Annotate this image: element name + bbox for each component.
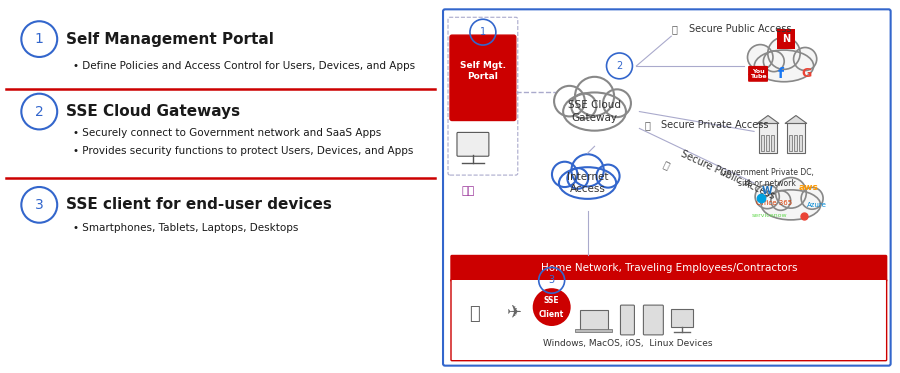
Circle shape — [748, 45, 773, 70]
Bar — [771, 135, 774, 151]
Text: Secure Public Access: Secure Public Access — [689, 24, 792, 34]
FancyBboxPatch shape — [451, 279, 886, 361]
Text: SSE Cloud
Gateway: SSE Cloud Gateway — [568, 100, 621, 123]
Circle shape — [771, 191, 790, 210]
FancyBboxPatch shape — [748, 66, 768, 82]
Circle shape — [794, 47, 816, 70]
Text: W: W — [761, 186, 772, 196]
Text: Office 365: Office 365 — [756, 200, 792, 206]
Bar — [789, 135, 792, 151]
Bar — [671, 309, 693, 327]
Circle shape — [567, 168, 589, 189]
FancyBboxPatch shape — [620, 305, 634, 335]
Text: 🔒: 🔒 — [662, 159, 670, 171]
Text: Windows, MacOS, iOS,  Linux Devices: Windows, MacOS, iOS, Linux Devices — [543, 339, 712, 348]
Ellipse shape — [761, 190, 821, 220]
Text: You
Tube: You Tube — [750, 69, 767, 79]
Circle shape — [534, 289, 570, 325]
Ellipse shape — [754, 50, 814, 82]
Text: 🏠: 🏠 — [470, 305, 481, 323]
Bar — [761, 135, 764, 151]
FancyBboxPatch shape — [777, 29, 795, 49]
Polygon shape — [785, 116, 807, 123]
FancyBboxPatch shape — [450, 35, 516, 120]
FancyBboxPatch shape — [443, 9, 891, 366]
Circle shape — [603, 89, 631, 117]
Circle shape — [572, 154, 604, 186]
Text: Self Mgt.
Portal: Self Mgt. Portal — [460, 61, 506, 81]
Text: 3: 3 — [549, 275, 554, 285]
Text: 3: 3 — [35, 198, 43, 212]
Text: SSE Cloud Gateways: SSE Cloud Gateways — [67, 104, 240, 119]
Text: Self Management Portal: Self Management Portal — [67, 32, 274, 47]
Text: G: G — [802, 68, 812, 80]
Bar — [766, 135, 769, 151]
FancyBboxPatch shape — [451, 256, 886, 281]
Text: ✈: ✈ — [508, 305, 522, 323]
Text: • Securely connect to Government network and SaaS Apps: • Securely connect to Government network… — [73, 128, 382, 138]
Text: 2: 2 — [35, 104, 43, 119]
Circle shape — [755, 185, 779, 209]
Text: f: f — [778, 67, 784, 81]
Text: aws: aws — [799, 184, 819, 192]
FancyBboxPatch shape — [644, 305, 663, 335]
FancyBboxPatch shape — [457, 132, 489, 156]
Text: Client: Client — [539, 310, 564, 319]
Text: 2: 2 — [616, 61, 623, 71]
Text: N: N — [782, 34, 790, 44]
Bar — [787, 123, 805, 153]
Bar — [759, 123, 777, 153]
Circle shape — [572, 94, 597, 119]
Circle shape — [575, 77, 614, 116]
Text: • Smartphones, Tablets, Laptops, Desktops: • Smartphones, Tablets, Laptops, Desktop… — [73, 223, 299, 233]
Text: Secure Private Access: Secure Private Access — [662, 120, 769, 131]
Circle shape — [776, 178, 806, 208]
Text: 1: 1 — [35, 32, 44, 46]
Circle shape — [763, 51, 784, 72]
Bar — [794, 135, 796, 151]
Circle shape — [597, 164, 619, 188]
Text: You
Tube: You Tube — [748, 68, 767, 79]
Ellipse shape — [559, 167, 616, 199]
Bar — [580, 310, 608, 330]
Text: Government Private DC,
site or network: Government Private DC, site or network — [721, 168, 814, 188]
Text: Azure: Azure — [807, 202, 827, 208]
Ellipse shape — [563, 93, 626, 131]
Circle shape — [768, 37, 800, 69]
Circle shape — [554, 86, 585, 116]
Circle shape — [552, 162, 578, 187]
Bar — [799, 135, 802, 151]
Bar — [574, 329, 613, 332]
Text: 1: 1 — [480, 27, 486, 37]
Text: Home Network, Traveling Employees/Contractors: Home Network, Traveling Employees/Contra… — [541, 263, 797, 273]
Text: SSE client for end-user devices: SSE client for end-user devices — [67, 197, 332, 212]
Text: Secure Public Access: Secure Public Access — [680, 149, 777, 201]
Text: 🔍📊: 🔍📊 — [462, 186, 474, 196]
Text: 🔒: 🔒 — [671, 24, 677, 34]
Polygon shape — [757, 116, 779, 123]
Text: Internet
Access: Internet Access — [567, 172, 608, 194]
Text: • Provides security functions to protect Users, Devices, and Apps: • Provides security functions to protect… — [73, 146, 413, 156]
Text: 🔒: 🔒 — [644, 120, 651, 131]
Text: servicenow: servicenow — [752, 213, 787, 218]
Text: • Define Policies and Access Control for Users, Devices, and Apps: • Define Policies and Access Control for… — [73, 61, 415, 71]
Text: SSE: SSE — [544, 296, 560, 305]
Circle shape — [801, 187, 824, 209]
